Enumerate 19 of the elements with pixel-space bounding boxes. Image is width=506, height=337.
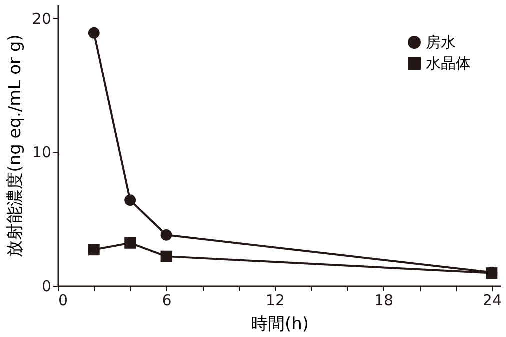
x-axis-title: 時間(h)	[250, 314, 310, 334]
point	[88, 27, 100, 39]
point	[88, 244, 100, 256]
x-tick-label: 6	[162, 292, 172, 310]
point	[486, 268, 498, 279]
legend-label: 房水	[426, 34, 456, 52]
point	[160, 229, 172, 241]
y-tick-label: 20	[32, 10, 52, 28]
legend-label: 水晶体	[426, 54, 471, 72]
point	[160, 250, 172, 262]
y-tick-label: 10	[32, 144, 52, 162]
point	[124, 237, 136, 249]
point	[124, 194, 136, 206]
x-tick-label: 18	[374, 292, 394, 310]
y-axis-title: 放射能濃度(ng eq./mL or g)	[5, 34, 26, 258]
x-tick-label: 0	[58, 292, 68, 310]
x-tick-label: 24	[482, 292, 502, 310]
x-tick-label: 12	[266, 292, 286, 310]
y-tick-label: 0	[42, 278, 52, 296]
